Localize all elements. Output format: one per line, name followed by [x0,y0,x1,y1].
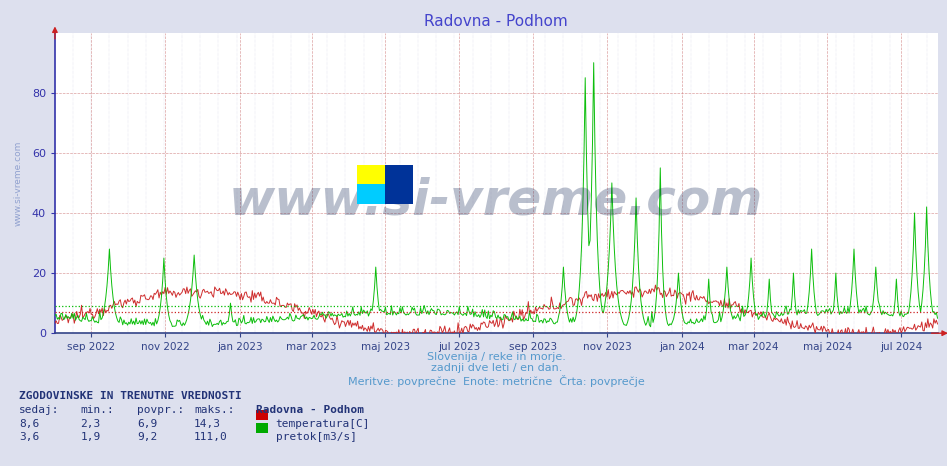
Text: www.si-vreme.com: www.si-vreme.com [229,177,763,225]
Text: 1,9: 1,9 [80,432,100,442]
Text: pretok[m3/s]: pretok[m3/s] [276,432,357,442]
Text: sedaj:: sedaj: [19,405,60,415]
Text: 2,3: 2,3 [80,419,100,429]
Text: Slovenija / reke in morje.
zadnji dve leti / en dan.
Meritve: povprečne  Enote: : Slovenija / reke in morje. zadnji dve le… [348,352,645,387]
Title: Radovna - Podhom: Radovna - Podhom [424,14,568,29]
Text: 3,6: 3,6 [19,432,39,442]
Text: 14,3: 14,3 [194,419,222,429]
Bar [357,185,385,204]
Text: 9,2: 9,2 [137,432,157,442]
Text: maks.:: maks.: [194,405,235,415]
Text: 8,6: 8,6 [19,419,39,429]
Bar [357,165,385,204]
Text: temperatura[C]: temperatura[C] [276,419,370,429]
Text: 111,0: 111,0 [194,432,228,442]
Bar [385,165,413,204]
Text: min.:: min.: [80,405,115,415]
Text: ZGODOVINSKE IN TRENUTNE VREDNOSTI: ZGODOVINSKE IN TRENUTNE VREDNOSTI [19,391,241,401]
Text: Radovna - Podhom: Radovna - Podhom [256,405,364,415]
Text: povpr.:: povpr.: [137,405,185,415]
Text: www.si-vreme.com: www.si-vreme.com [13,140,23,226]
Text: 6,9: 6,9 [137,419,157,429]
